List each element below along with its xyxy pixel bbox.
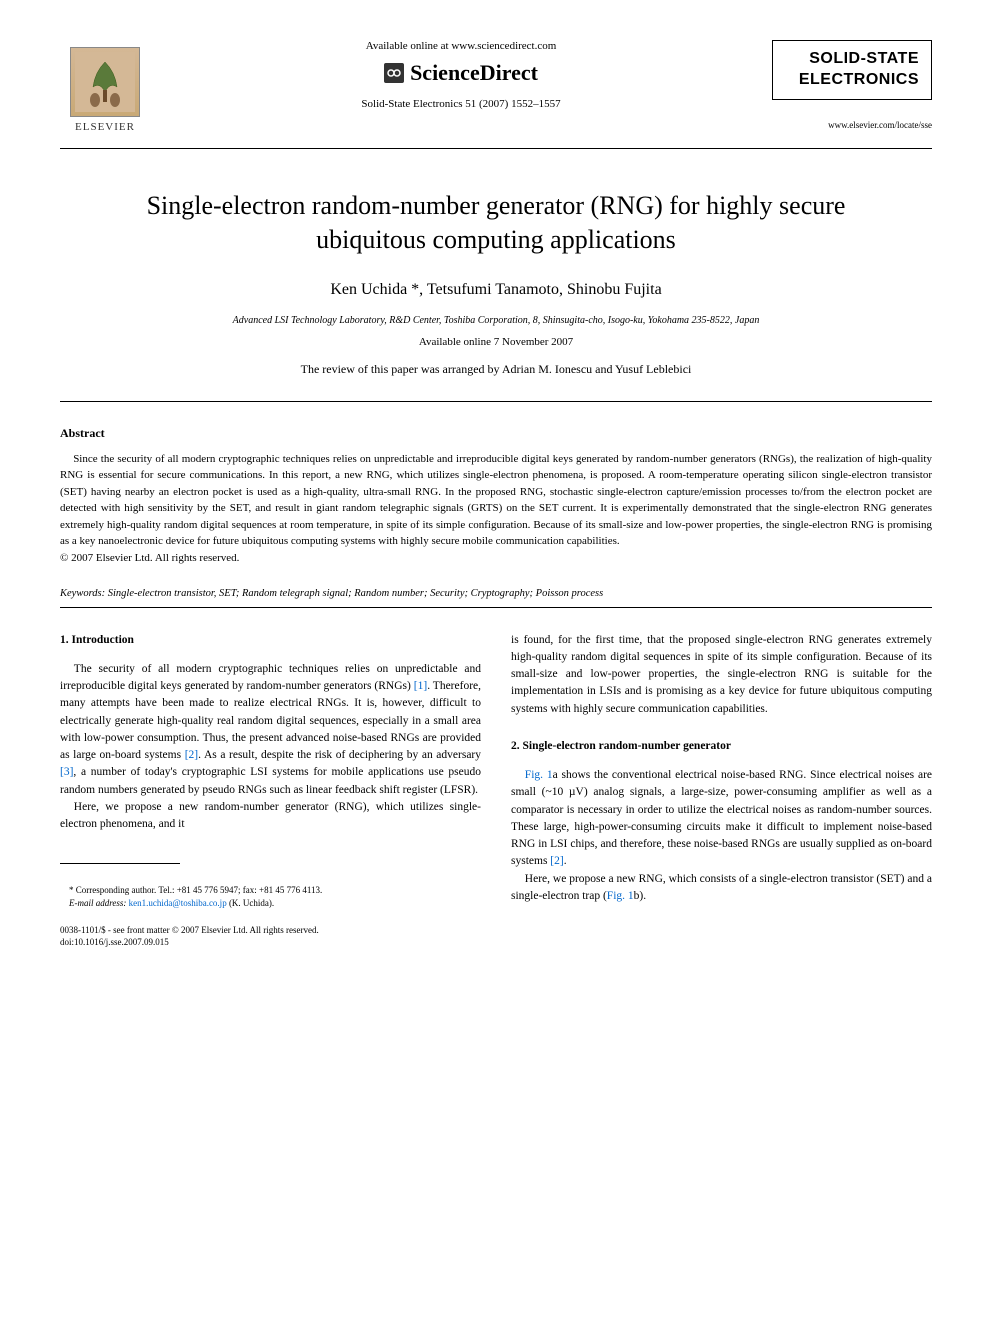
page-header: ELSEVIER Available online at www.science… — [60, 40, 932, 140]
fig-link-1b[interactable]: Fig. 1 — [607, 890, 634, 902]
p1-text-d: , a number of today's cryptographic LSI … — [60, 766, 481, 795]
sciencedirect-logo: ScienceDirect — [170, 60, 752, 86]
email-line: E-mail address: ken1.uchida@toshiba.co.j… — [60, 897, 481, 910]
ref-link-2[interactable]: [2] — [185, 749, 198, 761]
footer-divider — [60, 863, 180, 864]
section2-para1: Fig. 1a shows the conventional electrica… — [511, 767, 932, 871]
article-authors: Ken Uchida *, Tetsufumi Tanamoto, Shinob… — [60, 281, 932, 299]
journal-name-line1: SOLID-STATE — [785, 49, 919, 70]
journal-name-line2: ELECTRONICS — [785, 70, 919, 91]
review-note: The review of this paper was arranged by… — [60, 362, 932, 377]
p1-text-c: . As a result, despite the risk of decip… — [198, 749, 481, 761]
sciencedirect-icon — [384, 63, 404, 83]
header-rule — [60, 148, 932, 149]
issn-line: 0038-1101/$ - see front matter © 2007 El… — [60, 924, 481, 937]
journal-url: www.elsevier.com/locate/sse — [772, 120, 932, 130]
journal-reference: Solid-State Electronics 51 (2007) 1552–1… — [170, 98, 752, 110]
section1-heading: 1. Introduction — [60, 632, 481, 649]
section1-para2: Here, we propose a new random-number gen… — [60, 799, 481, 834]
section2-para2: Here, we propose a new RNG, which consis… — [511, 871, 932, 906]
left-column: 1. Introduction The security of all mode… — [60, 632, 481, 949]
available-online-text: Available online at www.sciencedirect.co… — [170, 40, 752, 52]
fig-link-1a[interactable]: Fig. 1 — [525, 769, 553, 781]
date-available: Available online 7 November 2007 — [60, 336, 932, 348]
ref-link-3[interactable]: [3] — [60, 766, 73, 778]
keywords-line: Keywords: Single-electron transistor, SE… — [60, 588, 932, 599]
email-label: E-mail address: — [69, 898, 126, 908]
section1-para1: The security of all modern cryptographic… — [60, 661, 481, 799]
doi-line: doi:10.1016/j.sse.2007.09.015 — [60, 936, 481, 949]
journal-box-container: SOLID-STATE ELECTRONICS www.elsevier.com… — [772, 40, 932, 130]
keywords-rule — [60, 607, 932, 608]
keywords-label: Keywords: — [60, 588, 105, 599]
article-title: Single-electron random-number generator … — [100, 189, 892, 257]
sciencedirect-text: ScienceDirect — [410, 60, 538, 86]
abstract-copyright: © 2007 Elsevier Ltd. All rights reserved… — [60, 552, 932, 564]
ref-link-1[interactable]: [1] — [414, 680, 427, 692]
abstract-section: Abstract Since the security of all moder… — [60, 426, 932, 564]
elsevier-tree-icon — [70, 47, 140, 117]
elsevier-logo: ELSEVIER — [60, 40, 150, 140]
s2p1-text-b: a shows the conventional electrical nois… — [511, 769, 932, 867]
body-columns: 1. Introduction The security of all mode… — [60, 632, 932, 949]
journal-title-box: SOLID-STATE ELECTRONICS — [772, 40, 932, 100]
s2p1-text-c: . — [564, 855, 567, 867]
article-affiliation: Advanced LSI Technology Laboratory, R&D … — [60, 315, 932, 326]
corresponding-note: * Corresponding author. Tel.: +81 45 776… — [60, 884, 481, 897]
s2p2-text-b: b). — [634, 890, 646, 902]
col2-para1: is found, for the first time, that the p… — [511, 632, 932, 718]
email-address[interactable]: ken1.uchida@toshiba.co.jp — [129, 898, 227, 908]
title-rule — [60, 401, 932, 402]
ref-link-2b[interactable]: [2] — [550, 855, 563, 867]
abstract-heading: Abstract — [60, 426, 932, 441]
section2-heading: 2. Single-electron random-number generat… — [511, 738, 932, 755]
abstract-text: Since the security of all modern cryptog… — [60, 451, 932, 550]
footer-section: * Corresponding author. Tel.: +81 45 776… — [60, 884, 481, 948]
s2p2-text-a: Here, we propose a new RNG, which consis… — [511, 873, 932, 902]
elsevier-label: ELSEVIER — [75, 121, 135, 133]
header-center: Available online at www.sciencedirect.co… — [150, 40, 772, 110]
keywords-list: Single-electron transistor, SET; Random … — [108, 588, 603, 599]
email-author: (K. Uchida). — [229, 898, 274, 908]
right-column: is found, for the first time, that the p… — [511, 632, 932, 949]
